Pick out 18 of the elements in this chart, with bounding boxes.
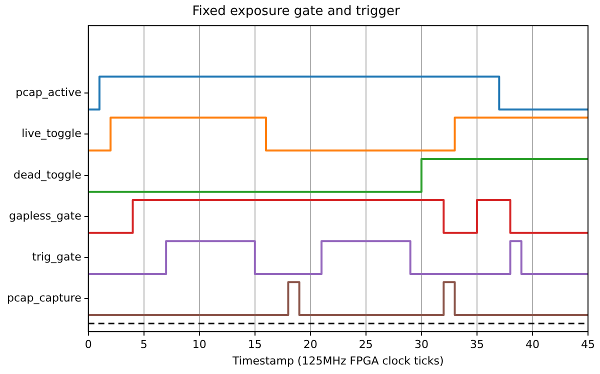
x-tick-label: 45 <box>581 338 595 352</box>
series-label: trig_gate <box>32 250 82 264</box>
x-tick-label: 35 <box>470 338 484 352</box>
series-label: dead_toggle <box>14 168 82 182</box>
x-tick-label: 5 <box>140 338 148 352</box>
x-tick-label: 15 <box>248 338 262 352</box>
x-tick-label: 25 <box>358 338 373 352</box>
series-label: pcap_active <box>16 86 82 99</box>
series-label: pcap_capture <box>7 291 82 304</box>
x-tick-label: 40 <box>525 338 540 352</box>
chart-title: Fixed exposure gate and trigger <box>192 4 400 20</box>
x-tick-label: 0 <box>84 338 92 352</box>
x-tick-label: 30 <box>414 338 428 352</box>
series-label: live_toggle <box>22 126 82 140</box>
series-label: gapless_gate <box>9 209 82 222</box>
x-tick-label: 10 <box>192 338 206 352</box>
x-tick-label: 20 <box>303 338 318 352</box>
x-axis-title: Timestamp (125MHz FPGA clock ticks) <box>232 354 444 368</box>
